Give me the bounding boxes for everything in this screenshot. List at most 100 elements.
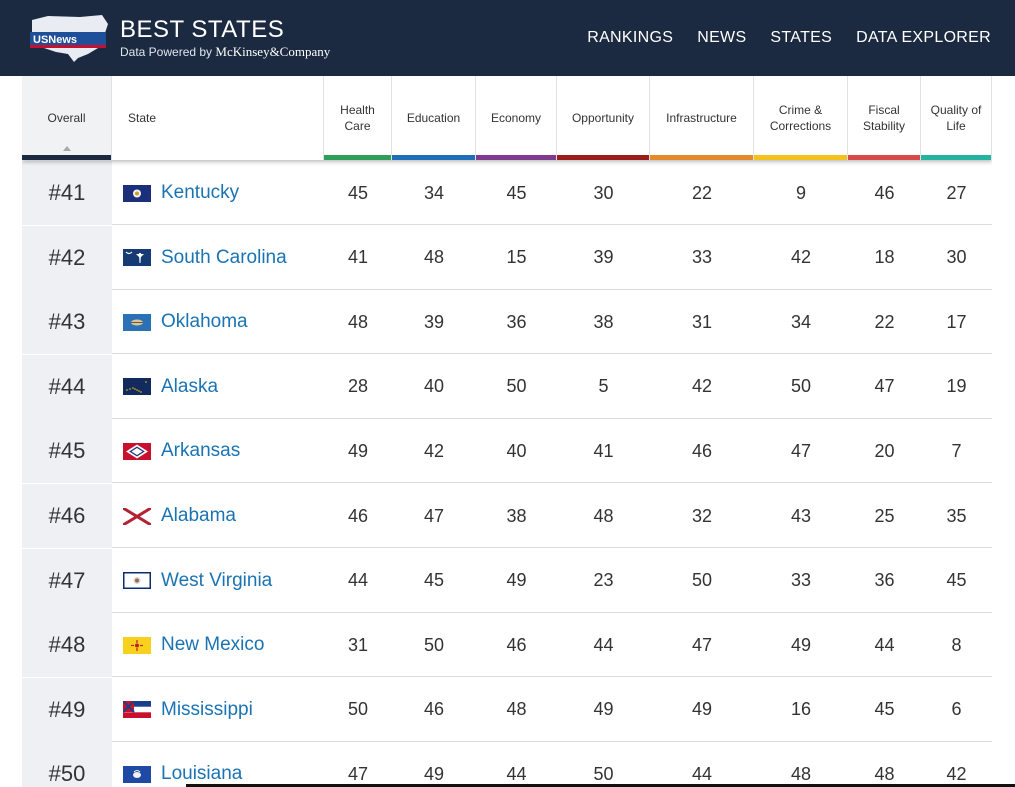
- category-color-bar: [557, 155, 649, 160]
- overall-rank: #44: [22, 354, 112, 419]
- table-row: #46 Alabama 46 47 38 48 32 43 25 35: [22, 484, 992, 548]
- column-label: Health Care: [340, 103, 375, 133]
- state-link[interactable]: Mississippi: [161, 698, 253, 720]
- overall-rank: #41: [22, 161, 112, 225]
- state-cell: West Virginia: [123, 549, 272, 613]
- category-rank-cell: 8: [951, 634, 962, 655]
- category-rank-cell: 44: [506, 763, 527, 784]
- category-rank-cell: 40: [506, 440, 527, 461]
- mississippi-flag-icon: [123, 701, 151, 719]
- arkansas-flag-icon: [123, 442, 151, 460]
- site-subtitle: Data Powered by McKinsey&Company: [120, 44, 330, 60]
- alabama-flag-icon: [123, 507, 151, 525]
- category-rank-cell: 20: [874, 440, 895, 461]
- state-link[interactable]: Kentucky: [161, 182, 240, 203]
- state-cell: Mississippi: [123, 678, 253, 742]
- category-color-bar: [921, 155, 991, 160]
- column-header-infrastructure[interactable]: Infrastructure: [650, 76, 754, 160]
- category-rank-cell: 42: [691, 376, 713, 397]
- state-cell: Louisiana: [123, 742, 242, 787]
- category-rank-cell: 50: [593, 763, 614, 784]
- category-rank-cell: 34: [423, 182, 445, 203]
- table-row: #50 Louisiana 47 49 44 50 44 48 48 42: [22, 742, 992, 787]
- category-rank-cell: 46: [423, 699, 445, 720]
- category-rank-cell: 30: [946, 247, 967, 268]
- west-virginia-flag-icon: [123, 572, 151, 590]
- column-header-state[interactable]: State: [112, 76, 324, 160]
- category-rank-cell: 47: [347, 763, 369, 784]
- table-row: #49 Mississippi 50 46 48 49 49 16 45 6: [22, 677, 992, 742]
- column-header-health-care[interactable]: Health Care: [324, 76, 392, 160]
- category-rank-cell: 46: [506, 634, 527, 655]
- category-rank-cell: 47: [423, 505, 445, 526]
- category-rank-cell: 27: [946, 182, 967, 203]
- category-rank-cell: 47: [691, 634, 713, 655]
- state-cell: Kentucky: [123, 161, 239, 225]
- overall-rank: #45: [22, 419, 112, 484]
- column-header-crime-corrections[interactable]: Crime & Corrections: [754, 76, 848, 160]
- column-header-opportunity[interactable]: Opportunity: [557, 76, 650, 160]
- category-rank-cell: 50: [506, 376, 527, 397]
- category-rank-cell: 16: [790, 699, 812, 720]
- category-rank-cell: 47: [790, 440, 812, 461]
- state-link[interactable]: Alaska: [161, 375, 219, 397]
- overall-rank: #46: [22, 484, 112, 548]
- state-link[interactable]: Oklahoma: [161, 311, 248, 333]
- category-rank-cell: 49: [506, 570, 527, 591]
- category-rank-cell: 38: [593, 311, 614, 332]
- category-color-bar: [848, 155, 920, 160]
- column-header-quality-of-life[interactable]: Quality of Life: [921, 76, 992, 160]
- column-header-overall[interactable]: Overall: [22, 76, 112, 160]
- rankings-table: Overall State Health Care Education Economy O…: [22, 76, 992, 787]
- new-mexico-flag-icon: [123, 636, 151, 654]
- nav-rankings[interactable]: RANKINGS: [587, 29, 674, 46]
- category-rank-cell: 48: [874, 763, 895, 784]
- kentucky-flag-icon: [123, 184, 151, 202]
- nav-news[interactable]: NEWS: [697, 29, 747, 46]
- category-rank-cell: 42: [423, 440, 445, 461]
- state-link[interactable]: Arkansas: [161, 440, 241, 462]
- column-header-education[interactable]: Education: [392, 76, 476, 160]
- column-label: State: [128, 111, 157, 125]
- state-cell: New Mexico: [123, 613, 264, 677]
- state-link[interactable]: Alabama: [161, 505, 236, 526]
- category-rank-cell: 42: [946, 763, 967, 784]
- south-carolina-flag-icon: [123, 249, 151, 267]
- category-rank-cell: 50: [347, 699, 369, 720]
- state-link[interactable]: Louisiana: [161, 763, 243, 785]
- category-rank-cell: 36: [874, 570, 895, 591]
- table-row: #47 West Virginia 44 45 49 23 50 33 36 45: [22, 548, 992, 613]
- category-color-bar: [324, 155, 391, 160]
- category-rank-cell: 34: [790, 311, 812, 332]
- category-rank-cell: 5: [598, 376, 609, 397]
- category-rank-cell: 35: [946, 505, 967, 526]
- category-rank-cell: 45: [347, 182, 369, 203]
- logo-text: USNews: [33, 34, 77, 46]
- column-header-fiscal-stability[interactable]: Fiscal Stability: [848, 76, 921, 160]
- nav-data-explorer[interactable]: DATA EXPLORER: [856, 29, 991, 46]
- category-color-bar: [392, 155, 475, 160]
- category-color-bar: [650, 155, 753, 160]
- state-link[interactable]: South Carolina: [161, 246, 287, 268]
- category-rank-cell: 22: [691, 182, 713, 203]
- category-rank-cell: 40: [423, 376, 445, 397]
- overall-rank: #47: [22, 548, 112, 613]
- column-header-economy[interactable]: Economy: [476, 76, 557, 160]
- category-rank-cell: 49: [593, 699, 614, 720]
- category-rank-cell: 39: [593, 247, 614, 268]
- bottom-strip: [186, 784, 1015, 787]
- category-rank-cell: 45: [423, 570, 445, 591]
- subtitle-text: Data Powered by: [120, 45, 213, 59]
- nav-states[interactable]: STATES: [770, 29, 833, 46]
- state-link[interactable]: West Virginia: [161, 569, 273, 591]
- site-title[interactable]: BEST STATES: [120, 16, 285, 43]
- overall-rank: #43: [22, 290, 112, 355]
- category-rank-cell: 43: [790, 505, 812, 526]
- category-rank-cell: 17: [946, 311, 967, 332]
- overall-rank: #50: [22, 742, 112, 787]
- usnews-logo[interactable]: USNews: [28, 14, 110, 64]
- top-navigation-bar: USNews BEST STATES Data Powered by McKin…: [0, 0, 1015, 76]
- state-link[interactable]: New Mexico: [161, 634, 265, 656]
- category-rank-cell: 31: [691, 311, 713, 332]
- sort-ascending-icon[interactable]: [62, 146, 71, 151]
